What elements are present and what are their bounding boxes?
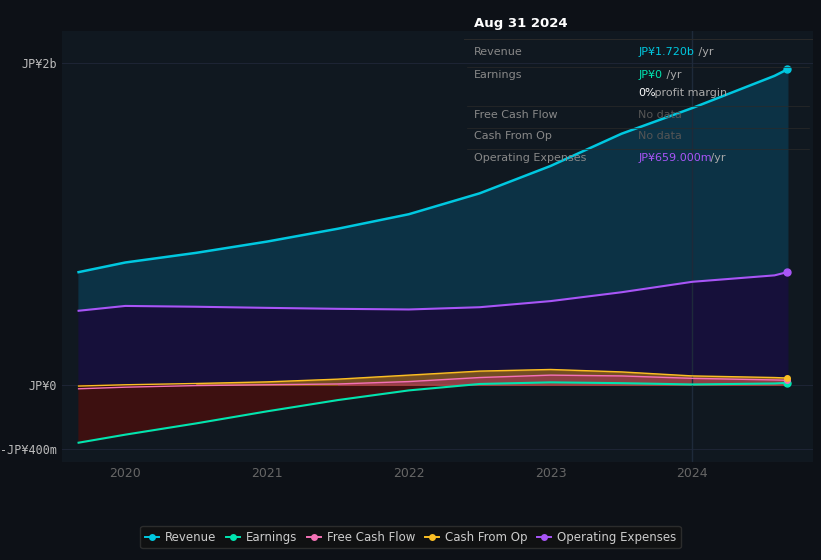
Text: Operating Expenses: Operating Expenses [475,153,587,162]
Legend: Revenue, Earnings, Free Cash Flow, Cash From Op, Operating Expenses: Revenue, Earnings, Free Cash Flow, Cash … [140,526,681,548]
Text: profit margin: profit margin [651,88,727,98]
Text: Cash From Op: Cash From Op [475,131,553,141]
Text: No data: No data [639,110,682,120]
Text: JP¥0: JP¥0 [639,70,663,80]
Text: No data: No data [639,131,682,141]
Text: JP¥659.000m: JP¥659.000m [639,153,712,162]
Text: Aug 31 2024: Aug 31 2024 [475,17,568,30]
Text: /yr: /yr [663,70,682,80]
Text: /yr: /yr [708,153,726,162]
Text: JP¥1.720b: JP¥1.720b [639,47,695,57]
Text: Revenue: Revenue [475,47,523,57]
Text: Earnings: Earnings [475,70,523,80]
Text: /yr: /yr [695,47,713,57]
Text: 0%: 0% [639,88,656,98]
Text: Free Cash Flow: Free Cash Flow [475,110,558,120]
